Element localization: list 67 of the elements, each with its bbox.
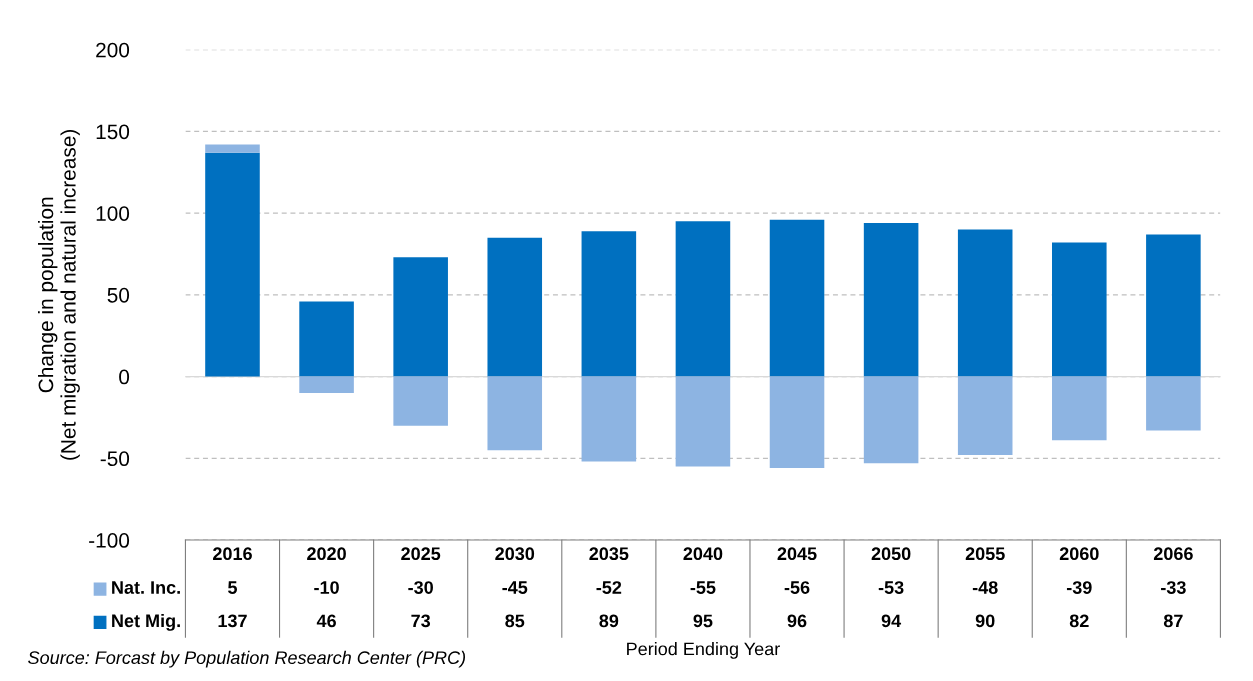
x-tick-label: 2055	[965, 547, 1005, 561]
bar	[393, 376, 448, 426]
data-label: -52	[596, 581, 622, 594]
bar	[1052, 376, 1107, 441]
bar	[581, 376, 637, 462]
x-tick-label: 2030	[495, 547, 535, 561]
y-tick-label: 200	[96, 42, 130, 58]
x-axis-title: Period Ending Year	[627, 642, 780, 659]
legend-label: Nat. Inc.	[112, 581, 180, 594]
bar	[1146, 234, 1201, 377]
y-tick-label: 50	[107, 287, 130, 303]
y-tick-label: -100	[89, 533, 130, 548]
data-label: 82	[1069, 614, 1089, 628]
legend-label: Net Mig.	[112, 613, 180, 631]
data-label: 137	[218, 614, 247, 628]
x-tick-label: 2066	[1153, 547, 1193, 561]
data-label: -56	[784, 581, 810, 594]
bar	[1146, 376, 1201, 431]
data-label: 94	[881, 614, 902, 628]
bar	[957, 376, 1013, 456]
bar	[487, 237, 543, 377]
x-tick-label: 2050	[871, 547, 911, 561]
data-label: -30	[408, 581, 433, 594]
data-label: 5	[228, 581, 238, 594]
data-label: -33	[1161, 581, 1186, 594]
y-tick-label: 0	[119, 369, 130, 385]
y-axis-title: Change in population (Net migration and natural increase)	[38, 129, 80, 460]
bar	[769, 219, 825, 377]
data-label: -55	[690, 581, 716, 594]
bar	[581, 231, 637, 377]
bar	[863, 222, 919, 377]
bar	[769, 376, 825, 469]
data-label: 89	[599, 614, 619, 628]
x-tick-label: 2040	[683, 547, 723, 561]
data-label: 46	[316, 614, 336, 628]
data-label: 73	[411, 614, 431, 628]
bar	[675, 221, 731, 377]
y-tick-label: 150	[96, 124, 130, 140]
data-label: 96	[787, 614, 807, 628]
x-tick-label: 2020	[307, 547, 346, 561]
x-tick-label: 2016	[213, 547, 252, 561]
x-tick-label: 2045	[777, 547, 817, 561]
data-label: -53	[878, 581, 904, 594]
bar	[957, 229, 1013, 377]
data-label: -48	[972, 581, 998, 594]
data-label: 90	[975, 614, 995, 628]
y-tick-label: 100	[96, 206, 130, 221]
data-label: -10	[314, 581, 339, 594]
x-tick-label: 2035	[589, 547, 629, 561]
x-tick-label: 2060	[1059, 547, 1099, 561]
bar	[487, 376, 543, 451]
bar	[1052, 242, 1107, 377]
data-label: 95	[693, 614, 713, 628]
bar	[393, 257, 448, 377]
data-label: 85	[505, 614, 525, 628]
bar	[205, 144, 260, 153]
x-tick-label: 2025	[401, 547, 441, 561]
data-label: 87	[1163, 614, 1183, 628]
data-label: -39	[1066, 581, 1092, 594]
bar	[863, 376, 919, 464]
bar	[299, 376, 354, 393]
source-note: Source: Forcast by Population Research Center (PRC)	[28, 650, 466, 668]
bar	[675, 376, 731, 467]
bar	[299, 301, 354, 377]
data-label: -45	[502, 581, 528, 594]
bar	[205, 152, 260, 377]
y-tick-label: -50	[100, 451, 130, 467]
